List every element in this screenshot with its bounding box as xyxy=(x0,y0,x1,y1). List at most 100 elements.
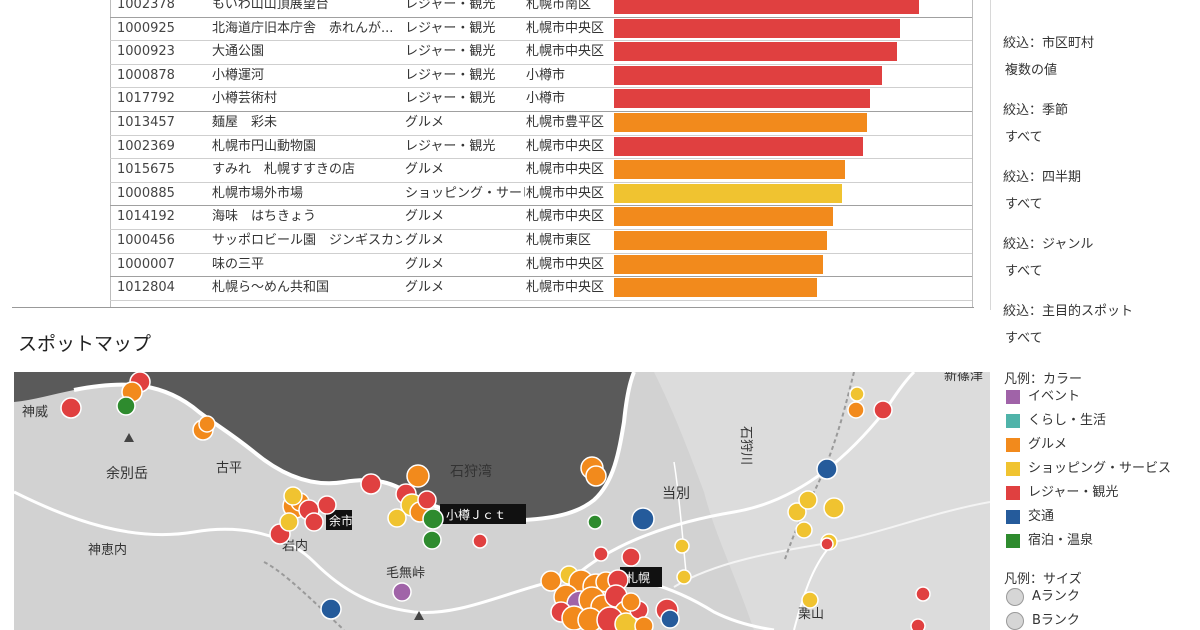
ranking-bar[interactable] xyxy=(614,89,870,109)
ranking-bar[interactable] xyxy=(614,65,882,85)
ranking-bar[interactable] xyxy=(614,207,833,227)
spot-points[interactable] xyxy=(60,372,931,630)
row-divider xyxy=(110,134,972,136)
spot-marker[interactable] xyxy=(795,521,813,539)
table-row[interactable]: 1017792 小樽芸術村 レジャー・観光 小樽市 xyxy=(110,87,972,112)
table-row[interactable]: 1014192 海味 はちきょう グルメ 札幌市中央区 xyxy=(110,205,972,230)
spot-marker[interactable] xyxy=(823,497,845,519)
spot-marker[interactable] xyxy=(847,401,865,419)
spot-marker[interactable] xyxy=(422,508,444,530)
spot-marker[interactable] xyxy=(593,546,609,562)
spot-marker[interactable] xyxy=(587,514,603,530)
filter-4[interactable]: 絞込：主目的スポット すべて xyxy=(1003,300,1133,346)
spot-marker[interactable] xyxy=(787,502,807,522)
filter-value[interactable]: すべて xyxy=(1005,331,1043,346)
spot-marker[interactable] xyxy=(540,570,562,592)
spot-marker[interactable] xyxy=(320,598,342,620)
spot-marker[interactable] xyxy=(392,582,412,602)
filter-value[interactable]: すべて xyxy=(1005,130,1043,145)
spot-marker[interactable] xyxy=(279,512,299,532)
spot-marker[interactable] xyxy=(915,586,931,602)
row-divider xyxy=(110,276,972,278)
spot-marker[interactable] xyxy=(801,591,819,609)
label-sapporo: 札幌 xyxy=(626,570,650,585)
spot-marker[interactable] xyxy=(304,512,324,532)
table-row[interactable]: 1000007 味の三平 グルメ 札幌市中央区 xyxy=(110,253,972,278)
ranking-bar[interactable] xyxy=(614,113,867,132)
filter-value[interactable]: すべて xyxy=(1005,197,1043,212)
spot-marker[interactable] xyxy=(406,464,430,488)
spot-marker[interactable] xyxy=(621,592,641,612)
table-row[interactable]: 1015675 すみれ 札幌すすきの店 グルメ 札幌市中央区 xyxy=(110,158,972,183)
ranking-bar[interactable] xyxy=(614,278,818,298)
ranking-bar[interactable] xyxy=(614,136,864,156)
spot-marker[interactable] xyxy=(910,618,926,630)
spot-marker[interactable] xyxy=(816,458,838,480)
spot-marker[interactable] xyxy=(674,538,690,554)
filter-1[interactable]: 絞込：季節すべて xyxy=(1003,99,1068,145)
filter-2[interactable]: 絞込：四半期 すべて xyxy=(1003,166,1081,212)
ranking-bar[interactable] xyxy=(614,42,898,62)
filter-0[interactable]: 絞込：市区町村 複数の値 xyxy=(1003,32,1094,78)
spot-marker[interactable] xyxy=(631,507,655,531)
ranking-bar[interactable] xyxy=(614,160,845,180)
spot-map[interactable]: 神威 余別岳 古平 石狩湾 当別 石狩川 神恵内 岩内 毛無峠 栗山 新篠津 小… xyxy=(14,372,990,630)
spot-id: 1012804 xyxy=(117,280,175,296)
row-divider xyxy=(110,181,972,183)
table-scroll-edge[interactable] xyxy=(990,0,991,310)
spot-marker[interactable] xyxy=(820,537,834,551)
table-row[interactable]: 1000885 札幌市場外市場 ショッピング・サービス札幌市中央区 xyxy=(110,182,972,207)
ranking-bar[interactable] xyxy=(614,231,827,250)
legend-label: グルメ xyxy=(1028,437,1068,452)
table-row[interactable]: 1000925 北海道庁旧本庁舎 赤れんが... レジャー・観光 札幌市中央区 xyxy=(110,17,972,42)
label-tobetsu: 当別 xyxy=(662,486,690,502)
table-row[interactable]: 1002369 札幌市円山動物園 レジャー・観光 札幌市中央区 xyxy=(110,135,972,160)
spot-marker[interactable] xyxy=(676,569,692,585)
spot-marker[interactable] xyxy=(417,490,437,510)
spot-marker[interactable] xyxy=(798,490,818,510)
filter-3[interactable]: 絞込：ジャンル すべて xyxy=(1003,233,1093,279)
spot-city: 小樽市 xyxy=(526,91,566,107)
spot-marker[interactable] xyxy=(360,473,382,495)
size-circle-icon xyxy=(1006,588,1024,606)
ranking-bar[interactable] xyxy=(614,0,919,14)
filter-value[interactable]: 複数の値 xyxy=(1005,63,1058,78)
map-canvas[interactable]: 神威 余別岳 古平 石狩湾 当別 石狩川 神恵内 岩内 毛無峠 栗山 新篠津 小… xyxy=(14,372,990,630)
spot-id: 1017792 xyxy=(117,91,175,107)
spot-name: 小樽運河 xyxy=(212,67,265,83)
spot-marker[interactable] xyxy=(634,616,654,630)
ranking-bar[interactable] xyxy=(614,254,824,274)
table-row[interactable]: 1012804 札幌ら〜めん共和国 グルメ 札幌市中央区 xyxy=(110,276,972,301)
spot-id: 1000925 xyxy=(117,20,175,36)
spot-marker[interactable] xyxy=(317,495,337,515)
spot-marker[interactable] xyxy=(472,533,488,549)
spot-marker[interactable] xyxy=(621,547,641,567)
table-row[interactable]: 1000923 大通公園 レジャー・観光 札幌市中央区 xyxy=(110,40,972,65)
spot-marker[interactable] xyxy=(422,530,442,550)
spot-city: 札幌市中央区 xyxy=(526,256,605,272)
row-divider xyxy=(110,40,972,42)
spot-id: 1002378 xyxy=(117,0,175,12)
spot-marker[interactable] xyxy=(116,396,136,416)
spot-genre: レジャー・観光 xyxy=(405,91,496,107)
spot-marker[interactable] xyxy=(387,508,407,528)
spot-marker[interactable] xyxy=(198,415,216,433)
table-row[interactable]: 1013457 麺屋 彩未 グルメ 札幌市豊平区 xyxy=(110,111,972,136)
size-legend-label: Aランク xyxy=(1032,589,1080,604)
spot-marker[interactable] xyxy=(283,486,303,506)
spot-marker[interactable] xyxy=(585,465,607,487)
spot-id: 1014192 xyxy=(117,209,175,225)
ranking-bar[interactable] xyxy=(614,183,842,203)
filter-value[interactable]: すべて xyxy=(1005,264,1043,279)
ranking-bar[interactable] xyxy=(614,18,901,38)
spot-marker[interactable] xyxy=(60,397,82,419)
table-row[interactable]: 1000456 サッポロビール園 ジンギスカン... グルメ 札幌市東区 xyxy=(110,229,972,254)
spot-city: 札幌市中央区 xyxy=(526,185,605,201)
table-row[interactable]: 1002378 もいわ山山頂展望台 レジャー・観光 札幌市南区 xyxy=(110,0,972,18)
spot-marker[interactable] xyxy=(660,609,680,629)
label-iwanai: 岩内 xyxy=(282,538,308,554)
spot-marker[interactable] xyxy=(873,400,893,420)
table-row[interactable]: 1000878 小樽運河 レジャー・観光 小樽市 xyxy=(110,64,972,89)
filter-label: 絞込：季節 xyxy=(1003,103,1069,118)
spot-marker[interactable] xyxy=(849,386,865,402)
